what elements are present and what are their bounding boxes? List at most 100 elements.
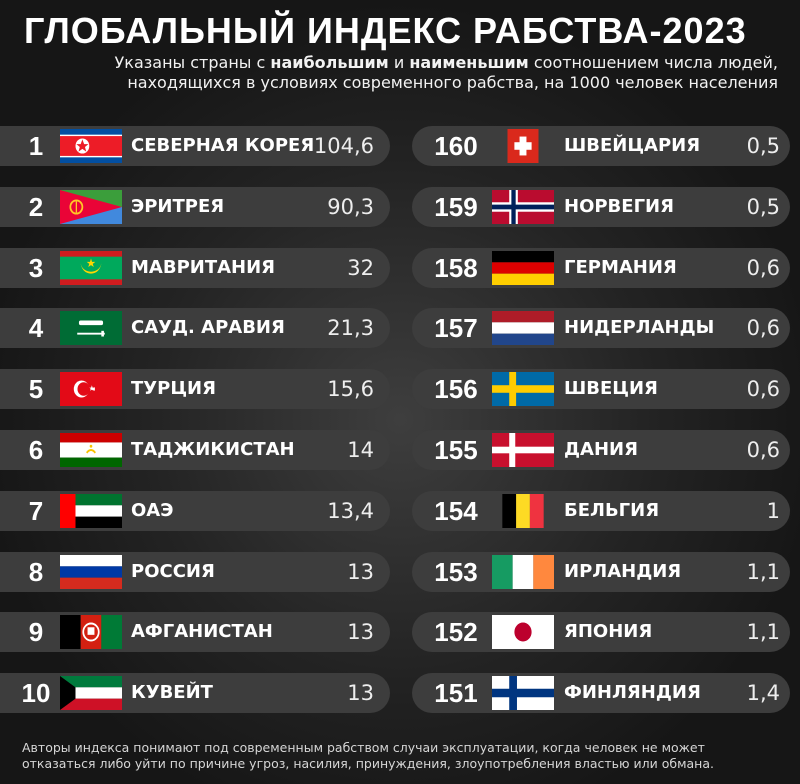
- subtitle-text: соотношением числа людей,: [528, 53, 778, 72]
- country-name: РОССИЯ: [131, 560, 215, 582]
- country-name: АФГАНИСТАН: [131, 621, 273, 643]
- slavery-index-value: 14: [347, 438, 374, 462]
- finland-flag-icon: [492, 676, 554, 711]
- rank-number: 158: [434, 252, 478, 283]
- country-name: ДАНИЯ: [564, 439, 638, 460]
- russia-flag-icon: [60, 554, 122, 589]
- rank-number: 2: [28, 191, 44, 222]
- slavery-index-value: 1: [766, 498, 780, 523]
- rank-number: 159: [434, 191, 478, 222]
- table-row: 156 ШВЕЦИЯ 0,6: [412, 369, 790, 410]
- slavery-index-value: 13: [347, 620, 374, 645]
- slavery-index-value: 32: [347, 255, 374, 280]
- table-row: 160 ШВЕЙЦАРИЯ 0,5: [412, 126, 790, 166]
- kuwait-flag-icon: [60, 676, 122, 711]
- mauritania-flag-icon: [60, 250, 122, 285]
- north-korea-flag-icon: [60, 129, 122, 163]
- slavery-index-value: 13: [347, 559, 374, 584]
- table-row: 157 НИДЕРЛАНДЫ 0,6: [412, 308, 790, 349]
- table-row: 2 ЭРИТРЕЯ 90,3: [0, 186, 390, 227]
- rank-number: 157: [434, 313, 478, 344]
- subtitle-text: и: [388, 53, 410, 72]
- table-row: 159 НОРВЕГИЯ 0,5: [412, 186, 790, 227]
- country-name: ОАЭ: [131, 499, 174, 521]
- table-row: 154 БЕЛЬГИЯ 1: [412, 490, 790, 531]
- eritrea-flag-icon: [60, 189, 122, 224]
- slavery-index-value: 1,1: [746, 559, 780, 584]
- table-row: 5 ТУРЦИЯ 15,6: [0, 369, 390, 410]
- country-name: МАВРИТАНИЯ: [131, 256, 276, 278]
- rank-number: 154: [434, 495, 478, 526]
- page-title: ГЛОБАЛЬНЫЙ ИНДЕКС РАБСТВА-2023: [24, 10, 747, 51]
- rank-number: 7: [28, 495, 44, 526]
- table-row: 3 МАВРИТАНИЯ 32: [0, 247, 390, 288]
- subtitle-line2: находящихся в условиях современного рабс…: [127, 73, 778, 92]
- country-name: НИДЕРЛАНДЫ: [564, 317, 715, 339]
- tajikistan-flag-icon: [60, 433, 122, 467]
- rank-number: 152: [434, 617, 478, 648]
- saudi-arabia-flag-icon: [60, 311, 122, 346]
- slavery-index-value: 90,3: [327, 194, 374, 219]
- denmark-flag-icon: [492, 433, 554, 467]
- norway-flag-icon: [492, 189, 554, 224]
- ireland-flag-icon: [492, 554, 554, 589]
- table-row: 8 РОССИЯ 13: [0, 551, 390, 592]
- country-name: НОРВЕГИЯ: [564, 195, 674, 217]
- rank-number: 5: [28, 374, 44, 405]
- slavery-index-value: 0,6: [746, 255, 780, 280]
- subtitle-bold-least: наименьшим: [409, 53, 529, 72]
- country-name: КУВЕЙТ: [131, 682, 213, 704]
- table-row: 1 СЕВЕРНАЯ КОРЕЯ 104,6: [0, 126, 390, 166]
- table-row: 151 ФИНЛЯНДИЯ 1,4: [412, 673, 790, 714]
- belgium-flag-icon: [492, 493, 554, 528]
- country-name: ГЕРМАНИЯ: [564, 256, 677, 278]
- country-name: ИРЛАНДИЯ: [564, 560, 682, 582]
- subtitle-bold-most: наибольшим: [270, 53, 389, 72]
- netherlands-flag-icon: [492, 311, 554, 346]
- footnote: Авторы индекса понимают под современным …: [22, 740, 714, 771]
- slavery-index-value: 0,5: [746, 134, 780, 158]
- rank-number: 8: [28, 556, 44, 587]
- slavery-index-value: 0,6: [746, 316, 780, 341]
- rank-number: 6: [28, 435, 44, 465]
- slavery-index-value: 0,6: [746, 438, 780, 462]
- country-name: ЯПОНИЯ: [564, 621, 653, 643]
- germany-flag-icon: [492, 250, 554, 285]
- slavery-index-value: 13,4: [327, 498, 374, 523]
- rank-number: 153: [434, 556, 478, 587]
- country-name: ТУРЦИЯ: [131, 378, 216, 400]
- slavery-index-value: 0,5: [746, 194, 780, 219]
- table-row: 158 ГЕРМАНИЯ 0,6: [412, 247, 790, 288]
- rank-number: 156: [434, 374, 478, 405]
- subtitle-text: Указаны страны с: [114, 53, 271, 72]
- slavery-index-value: 1,4: [746, 681, 780, 706]
- table-row: 6 ТАДЖИКИСТАН 14: [0, 430, 390, 470]
- rank-number: 10: [21, 678, 51, 709]
- slavery-index-value: 0,6: [746, 377, 780, 402]
- slavery-index-value: 21,3: [327, 316, 374, 341]
- country-name: САУД. АРАВИЯ: [131, 317, 285, 339]
- rank-number: 155: [434, 435, 478, 465]
- turkey-flag-icon: [60, 372, 122, 407]
- country-name: ТАДЖИКИСТАН: [131, 439, 295, 460]
- rank-number: 4: [28, 313, 44, 344]
- country-name: ФИНЛЯНДИЯ: [564, 682, 701, 704]
- rank-number: 3: [28, 252, 44, 283]
- table-row: 7 ОАЭ 13,4: [0, 490, 390, 531]
- table-row: 155 ДАНИЯ 0,6: [412, 430, 790, 470]
- slavery-index-value: 13: [347, 681, 374, 706]
- sweden-flag-icon: [492, 372, 554, 407]
- rank-number: 1: [28, 131, 44, 161]
- japan-flag-icon: [492, 615, 554, 650]
- table-row: 10 КУВЕЙТ 13: [0, 673, 390, 714]
- country-name: ЭРИТРЕЯ: [131, 195, 225, 217]
- uae-flag-icon: [60, 493, 122, 528]
- table-row: 9 АФГАНИСТАН 13: [0, 612, 390, 653]
- country-name: ШВЕЦИЯ: [564, 378, 658, 400]
- slavery-index-value: 104,6: [313, 134, 374, 158]
- table-row: 152 ЯПОНИЯ 1,1: [412, 612, 790, 653]
- page-subtitle: Указаны страны с наибольшим и наименьшим…: [18, 53, 778, 93]
- rank-number: 151: [434, 678, 478, 709]
- afghanistan-flag-icon: [60, 615, 122, 650]
- rank-number: 9: [28, 617, 44, 648]
